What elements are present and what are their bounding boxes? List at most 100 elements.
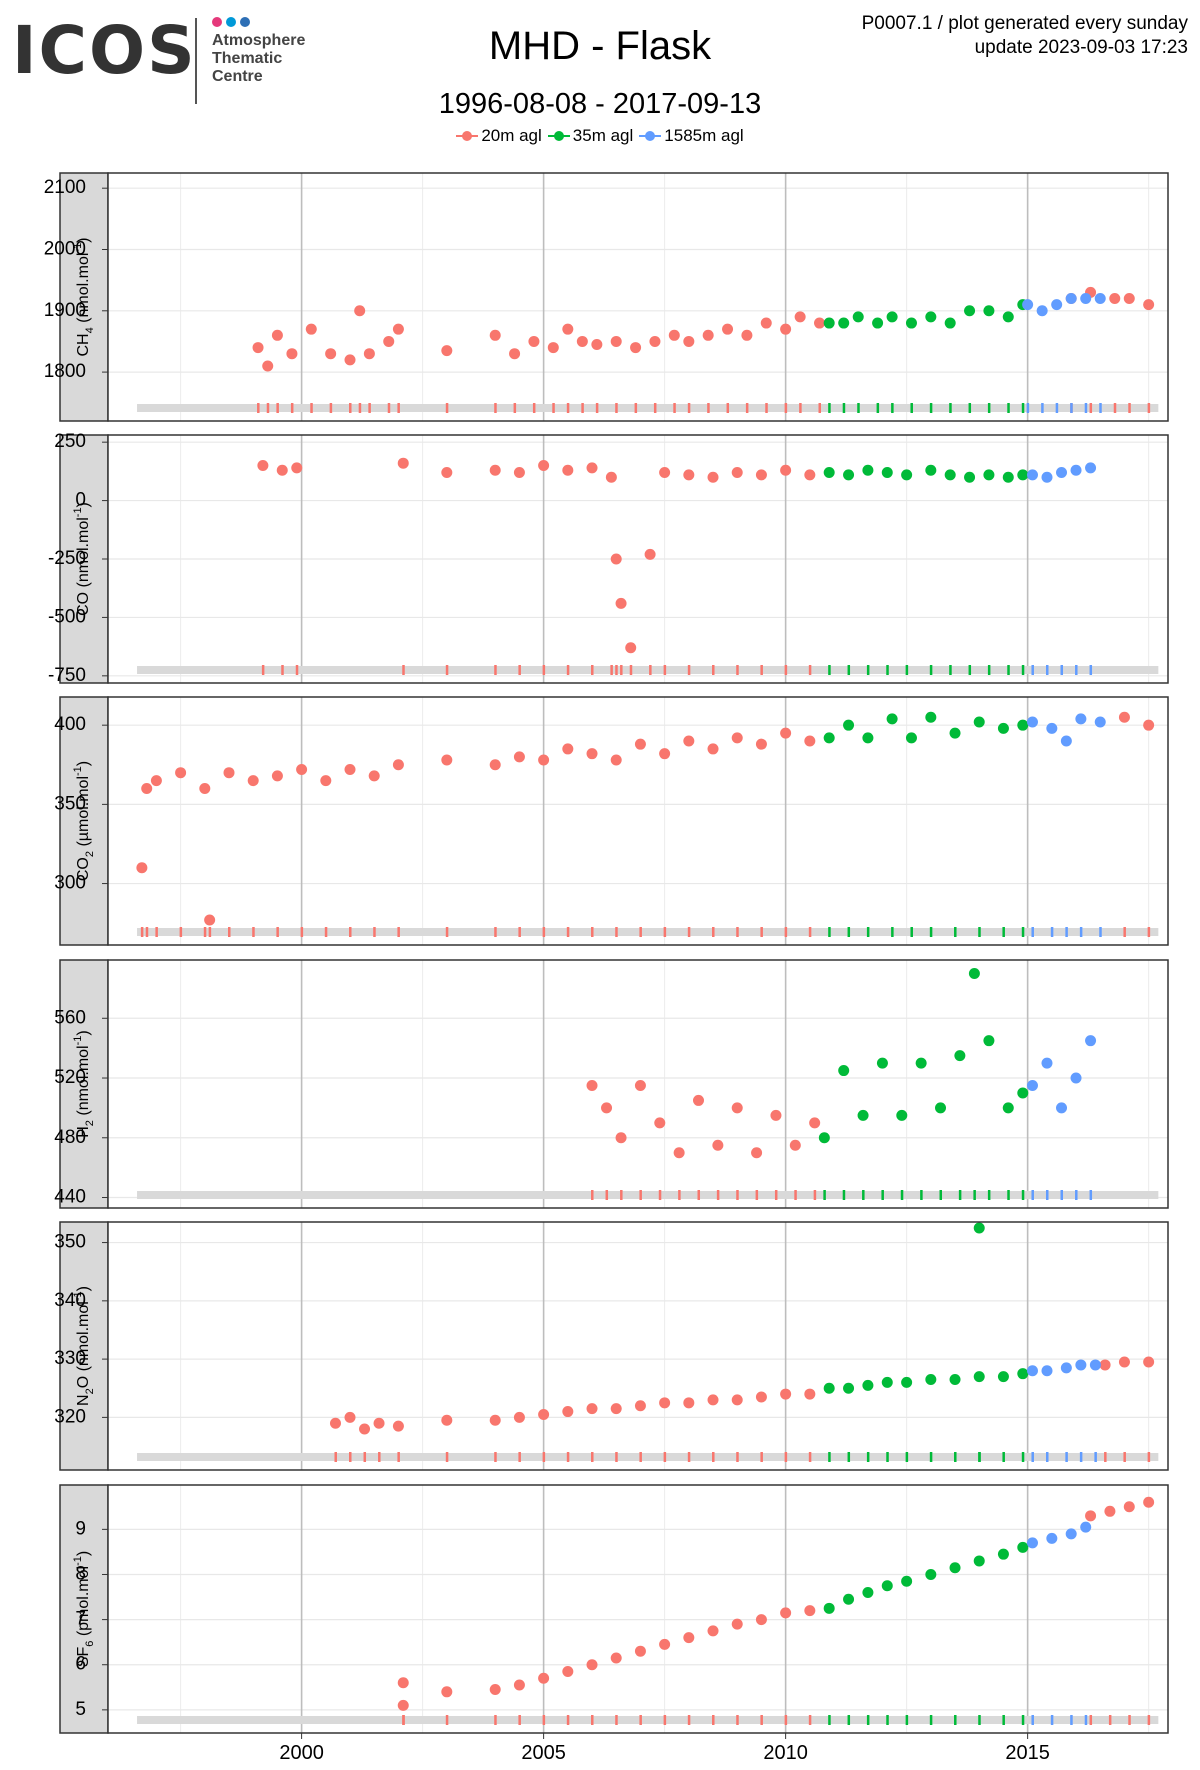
coverage-tick [968, 665, 972, 675]
legend-label: 35m agl [572, 126, 634, 145]
coverage-tick [566, 1715, 570, 1725]
coverage-tick [542, 927, 546, 937]
data-point [1017, 469, 1029, 481]
coverage-tick [862, 1190, 865, 1200]
data-point [175, 767, 187, 779]
data-point [741, 329, 753, 341]
y-tick-label: 5 [75, 1699, 86, 1720]
coverage-tick [261, 665, 265, 675]
data-point [809, 1117, 821, 1129]
coverage-tick [745, 403, 749, 413]
coverage-tick [886, 1715, 889, 1725]
data-point [1118, 1356, 1130, 1368]
coverage-tick [808, 1452, 812, 1462]
data-point [644, 548, 656, 560]
coverage-tick [866, 927, 870, 937]
label-text: ) [75, 761, 92, 766]
y-tick-label: 340 [54, 1290, 86, 1311]
y-tick-label: -250 [48, 548, 86, 569]
coverage-tick [615, 1715, 618, 1725]
data-point [823, 1602, 835, 1614]
coverage-tick [1060, 1190, 1064, 1200]
coverage-tick [445, 1452, 449, 1462]
data-point [760, 317, 772, 329]
coverage-tick [581, 403, 584, 413]
data-point [872, 317, 884, 329]
coverage-tick [1055, 403, 1059, 413]
data-point [392, 1420, 404, 1432]
panel-border [107, 1484, 1169, 1734]
coverage-tick [663, 1715, 667, 1725]
data-point [513, 1679, 525, 1691]
coverage-tick [566, 665, 570, 675]
coverage-tick [707, 403, 710, 413]
legend-symbol [639, 130, 662, 142]
coverage-tick [712, 665, 715, 675]
plot-background [108, 697, 1168, 945]
data-point [1017, 1087, 1029, 1099]
label-superscript: -1 [72, 507, 84, 517]
data-point [586, 1659, 598, 1671]
y-tick-label: 250 [54, 431, 86, 452]
data-point [852, 311, 864, 323]
data-point [1075, 713, 1087, 725]
data-point [1026, 716, 1038, 728]
data-point [823, 317, 835, 329]
coverage-tick [905, 665, 909, 675]
coverage-tick [494, 1452, 497, 1462]
data-point [862, 464, 874, 476]
data-point [905, 732, 917, 744]
data-point [1002, 471, 1014, 483]
coverage-tick [847, 665, 851, 675]
data-point [1085, 462, 1097, 474]
data-point [649, 335, 661, 347]
coverage-tick [615, 403, 618, 413]
data-point [605, 471, 617, 483]
coverage-tick [736, 1452, 739, 1462]
data-point [325, 348, 337, 360]
coverage-tick [760, 1452, 763, 1462]
coverage-tick [828, 927, 831, 937]
data-point [204, 914, 216, 926]
panel-strip [59, 1484, 109, 1734]
data-point [1017, 719, 1029, 731]
coverage-tick [1147, 927, 1151, 937]
data-point [363, 348, 375, 360]
coverage-tick [949, 665, 952, 675]
data-point [1094, 293, 1106, 305]
coverage-tick [876, 403, 880, 413]
centre-line-2: Thematic [212, 50, 283, 67]
x-tick-label: 2010 [763, 1742, 808, 1764]
coverage-tick [252, 927, 255, 937]
series-20m-agl [257, 457, 816, 654]
panel-6: SF6 (pmol.mol-1) 5 6 7 8 9 [59, 1484, 1169, 1734]
data-point [1143, 1496, 1155, 1508]
data-point [344, 1411, 356, 1423]
coverage-tick [910, 403, 913, 413]
coverage-tick [939, 1190, 943, 1200]
coverage-tick [958, 1190, 962, 1200]
legend: 20m agl 35m agl 1585m agl [0, 126, 1200, 146]
data-point [818, 1132, 830, 1144]
series-1585m-agl [1026, 1035, 1097, 1114]
data-point [199, 783, 211, 795]
data-point [780, 727, 792, 739]
label-text: ) [75, 1030, 92, 1035]
coverage-tick [334, 1452, 337, 1462]
y-tick-label: -500 [48, 606, 86, 627]
label-text: CH [75, 333, 92, 356]
coverage-tick [639, 927, 642, 937]
data-point [591, 339, 603, 351]
panel-axis-label: H2 (nmol.mol-1) [72, 1030, 96, 1137]
data-point [881, 1580, 893, 1592]
data-point [1046, 722, 1058, 734]
label-text: N [75, 1394, 92, 1406]
data-point [305, 323, 317, 335]
coverage-tick [1031, 927, 1034, 937]
data-point [1080, 293, 1092, 305]
panel-axis-label: CO2 (µmol.mol-1) [72, 761, 96, 881]
coverage-tick [140, 927, 144, 937]
panel-axis-label: SF6 (pmol.mol-1) [72, 1551, 96, 1667]
coverage-tick [397, 927, 400, 937]
coverage-tick [712, 1715, 715, 1725]
